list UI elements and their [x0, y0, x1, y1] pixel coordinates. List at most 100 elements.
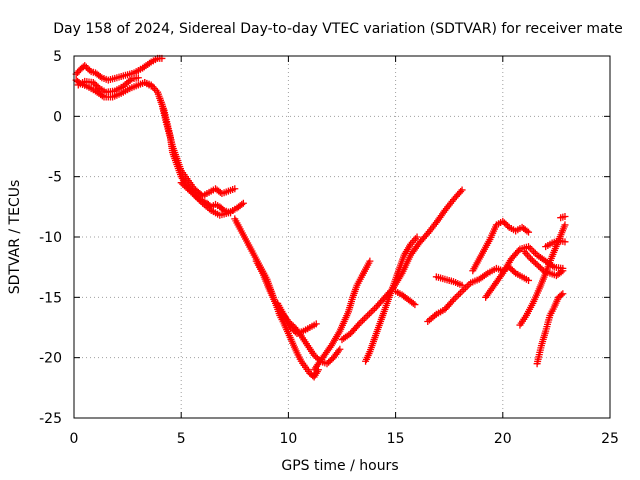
data-point — [527, 255, 535, 263]
data-point — [538, 265, 546, 273]
data-point — [530, 258, 538, 266]
data-point — [499, 217, 507, 225]
data-point — [288, 325, 296, 333]
data-point — [96, 73, 104, 81]
data-point — [188, 189, 196, 197]
data-point — [366, 257, 374, 265]
data-point — [453, 292, 461, 300]
data-point — [515, 247, 523, 255]
data-point — [291, 328, 299, 336]
data-point — [94, 83, 102, 91]
data-series — [557, 212, 569, 222]
data-point — [325, 358, 333, 366]
data-point — [362, 313, 370, 321]
data-point — [561, 238, 569, 246]
data-series — [72, 54, 166, 84]
data-series — [469, 217, 533, 275]
data-point — [533, 261, 541, 269]
y-tick-label: -20 — [39, 351, 62, 367]
data-point — [91, 80, 99, 88]
y-tick-label: -10 — [39, 230, 62, 246]
data-point — [290, 327, 298, 335]
data-point — [409, 299, 417, 307]
data-point — [323, 360, 331, 368]
data-series — [424, 263, 533, 325]
data-series — [231, 215, 322, 381]
data-series — [533, 290, 567, 368]
x-tick-label: 15 — [387, 431, 405, 447]
data-point — [458, 281, 466, 289]
data-point — [312, 320, 320, 328]
data-point — [455, 291, 463, 299]
data-point — [458, 287, 466, 295]
y-tick-label: -5 — [48, 170, 62, 186]
data-series — [310, 257, 374, 374]
y-axis-label: SDTVAR / TECUs — [7, 180, 23, 295]
data-point — [84, 65, 92, 73]
data-point — [359, 317, 367, 325]
data-point — [177, 179, 185, 187]
data-point — [219, 205, 227, 213]
data-point — [310, 351, 318, 359]
data-point — [185, 186, 193, 194]
data-point — [357, 318, 365, 326]
data-point — [448, 297, 456, 305]
data-point — [312, 353, 320, 361]
y-tick-label: -15 — [39, 290, 62, 306]
data-point — [561, 212, 569, 220]
chart-title: Day 158 of 2024, Sidereal Day-to-day VTE… — [53, 21, 623, 37]
data-point — [531, 259, 539, 267]
y-axis-ticks: 5 0 -5 -10 -15 -20 -25 — [39, 49, 610, 427]
data-point — [93, 82, 101, 90]
data-series — [177, 179, 247, 219]
data-point — [367, 308, 375, 316]
data-point — [371, 305, 379, 313]
data-point — [231, 185, 239, 193]
y-tick-label: 5 — [53, 49, 62, 65]
y-tick-label: -25 — [39, 411, 62, 427]
data-point — [500, 219, 508, 227]
data-point — [535, 262, 543, 270]
data-point — [557, 268, 565, 276]
data-point — [180, 182, 188, 190]
x-axis-ticks: 0 5 10 15 20 25 — [70, 56, 619, 447]
data-points — [72, 54, 569, 381]
data-point — [413, 233, 421, 241]
x-axis-label: GPS time / hours — [281, 458, 398, 474]
data-point — [525, 228, 533, 236]
data-point — [536, 264, 544, 272]
grid-lines — [74, 56, 610, 418]
data-series — [392, 287, 419, 309]
data-point — [460, 286, 468, 294]
data-point — [528, 256, 536, 264]
data-point — [354, 321, 362, 329]
data-series — [362, 233, 421, 365]
y-tick-label: 0 — [53, 109, 62, 125]
data-point — [239, 199, 247, 207]
data-point — [457, 188, 465, 196]
data-series — [432, 273, 466, 289]
x-tick-label: 20 — [494, 431, 512, 447]
data-point — [179, 180, 187, 188]
data-point — [504, 222, 512, 230]
data-point — [530, 248, 538, 256]
data-point — [364, 311, 372, 319]
data-point — [182, 183, 190, 191]
data-point — [451, 294, 459, 302]
data-series — [274, 299, 320, 338]
x-tick-label: 0 — [70, 431, 79, 447]
data-point — [187, 188, 195, 196]
x-tick-label: 25 — [601, 431, 619, 447]
data-point — [365, 310, 373, 318]
data-series — [542, 237, 569, 251]
data-point — [525, 276, 533, 284]
data-point — [557, 291, 565, 299]
data-point — [559, 290, 567, 298]
data-point — [238, 200, 246, 208]
data-series — [74, 74, 142, 96]
data-series — [520, 247, 567, 280]
data-point — [81, 62, 89, 70]
x-tick-label: 10 — [279, 431, 297, 447]
data-point — [287, 324, 295, 331]
